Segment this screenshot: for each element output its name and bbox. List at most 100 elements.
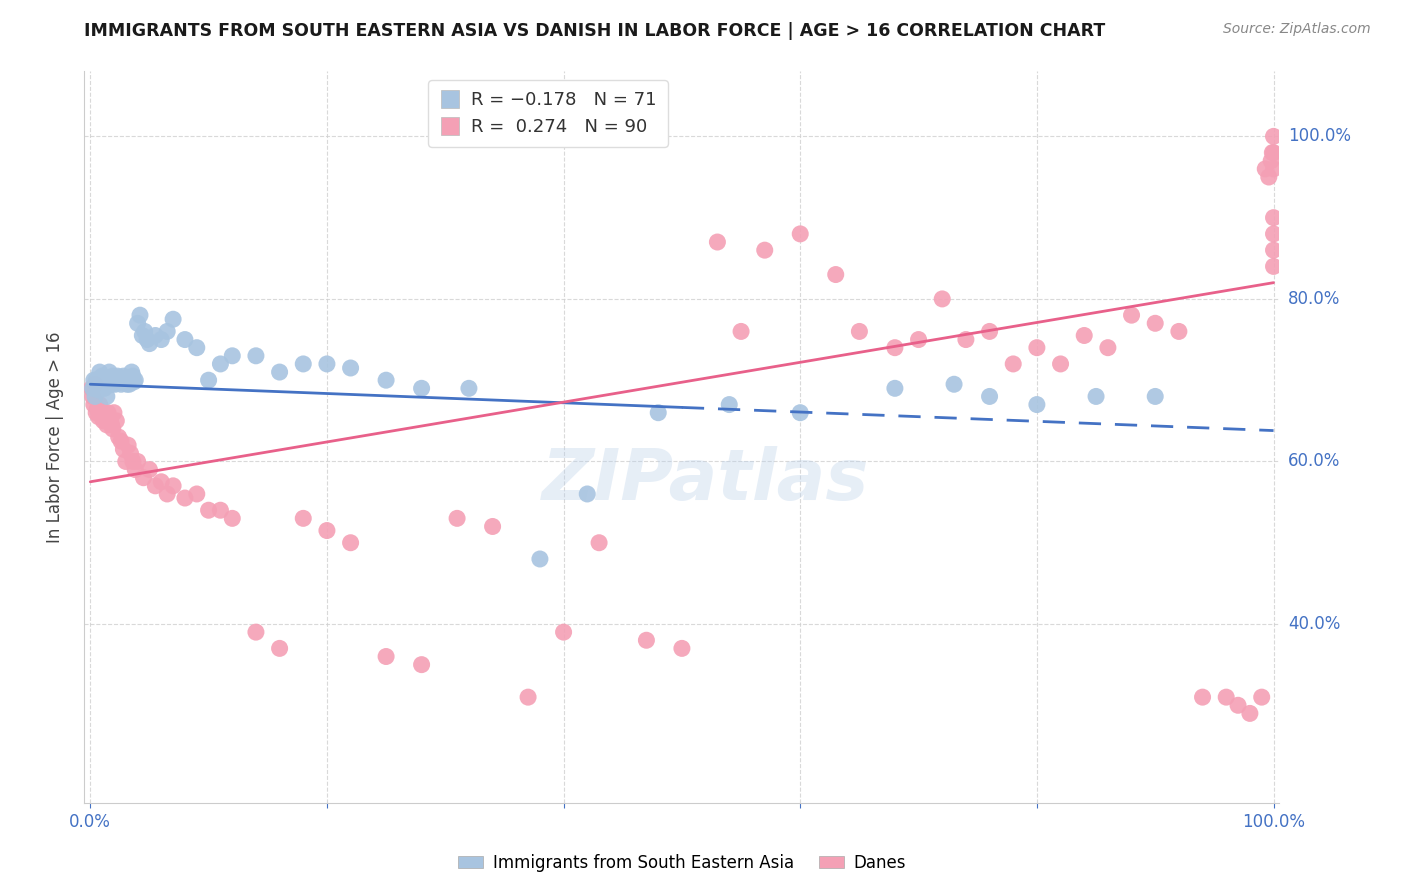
Point bbox=[1073, 328, 1095, 343]
Point bbox=[97, 406, 120, 420]
Point bbox=[114, 373, 136, 387]
Point bbox=[84, 373, 107, 387]
Point bbox=[100, 417, 122, 432]
Point bbox=[131, 328, 153, 343]
Point bbox=[111, 373, 134, 387]
Point bbox=[136, 333, 159, 347]
Point bbox=[120, 446, 142, 460]
Point bbox=[80, 381, 103, 395]
Point bbox=[93, 406, 115, 420]
Point bbox=[101, 422, 124, 436]
Point bbox=[162, 312, 184, 326]
Point bbox=[316, 524, 339, 538]
Legend: Immigrants from South Eastern Asia, Danes: Immigrants from South Eastern Asia, Dane… bbox=[451, 847, 912, 879]
Point bbox=[1250, 690, 1272, 705]
Point bbox=[84, 377, 107, 392]
Point bbox=[955, 333, 977, 347]
Point bbox=[1263, 227, 1285, 241]
Point bbox=[96, 389, 118, 403]
Point bbox=[89, 365, 111, 379]
Point bbox=[730, 325, 752, 339]
Point bbox=[1144, 316, 1167, 330]
Point bbox=[245, 349, 267, 363]
Point bbox=[97, 377, 120, 392]
Point bbox=[754, 243, 776, 257]
Point bbox=[156, 325, 179, 339]
Point bbox=[292, 357, 315, 371]
Point bbox=[245, 625, 267, 640]
Point bbox=[120, 373, 142, 387]
Point bbox=[1049, 357, 1071, 371]
Point bbox=[84, 406, 107, 420]
Point bbox=[90, 406, 112, 420]
Text: Source: ZipAtlas.com: Source: ZipAtlas.com bbox=[1223, 22, 1371, 37]
Point bbox=[108, 373, 131, 387]
Point bbox=[209, 503, 232, 517]
Point bbox=[107, 369, 129, 384]
Point bbox=[83, 373, 105, 387]
Point bbox=[112, 442, 135, 457]
Point bbox=[1002, 357, 1025, 371]
Point bbox=[86, 401, 108, 416]
Point bbox=[375, 649, 398, 664]
Point bbox=[481, 519, 503, 533]
Point bbox=[209, 357, 232, 371]
Point bbox=[269, 641, 291, 656]
Point bbox=[91, 409, 114, 424]
Point bbox=[91, 375, 114, 389]
Point bbox=[86, 377, 108, 392]
Point bbox=[112, 369, 135, 384]
Point bbox=[517, 690, 540, 705]
Y-axis label: In Labor Force | Age > 16: In Labor Force | Age > 16 bbox=[45, 331, 63, 543]
Point bbox=[1085, 389, 1108, 403]
Point bbox=[1025, 398, 1047, 412]
Point bbox=[89, 398, 111, 412]
Point bbox=[221, 511, 243, 525]
Point bbox=[269, 365, 291, 379]
Point bbox=[979, 389, 1001, 403]
Point bbox=[1263, 211, 1285, 225]
Point bbox=[82, 381, 104, 395]
Point bbox=[848, 325, 870, 339]
Point bbox=[789, 406, 811, 420]
Point bbox=[122, 375, 145, 389]
Point bbox=[105, 414, 128, 428]
Point bbox=[122, 454, 145, 468]
Point bbox=[411, 381, 433, 395]
Point bbox=[98, 365, 121, 379]
Point bbox=[316, 357, 339, 371]
Text: 80.0%: 80.0% bbox=[1288, 290, 1340, 308]
Point bbox=[1263, 243, 1285, 257]
Text: ZIPatlas: ZIPatlas bbox=[543, 447, 869, 516]
Point bbox=[943, 377, 966, 392]
Point bbox=[647, 406, 669, 420]
Point bbox=[197, 503, 219, 517]
Point bbox=[91, 414, 114, 428]
Point bbox=[156, 487, 179, 501]
Point bbox=[93, 381, 115, 395]
Point bbox=[114, 454, 136, 468]
Point bbox=[197, 373, 219, 387]
Point bbox=[446, 511, 468, 525]
Point bbox=[186, 487, 208, 501]
Point bbox=[162, 479, 184, 493]
Point bbox=[118, 377, 141, 392]
Point bbox=[1239, 706, 1261, 721]
Point bbox=[110, 377, 132, 392]
Point bbox=[110, 434, 132, 449]
Point bbox=[174, 333, 197, 347]
Point bbox=[132, 471, 155, 485]
Text: 100.0%: 100.0% bbox=[1288, 128, 1351, 145]
Point bbox=[1097, 341, 1119, 355]
Point bbox=[127, 454, 149, 468]
Point bbox=[96, 417, 118, 432]
Point bbox=[458, 381, 481, 395]
Point bbox=[143, 479, 166, 493]
Point bbox=[117, 373, 139, 387]
Point bbox=[143, 328, 166, 343]
Point bbox=[138, 462, 160, 476]
Point bbox=[1260, 153, 1282, 168]
Point bbox=[1261, 145, 1284, 160]
Point bbox=[1257, 169, 1279, 184]
Point bbox=[706, 235, 728, 249]
